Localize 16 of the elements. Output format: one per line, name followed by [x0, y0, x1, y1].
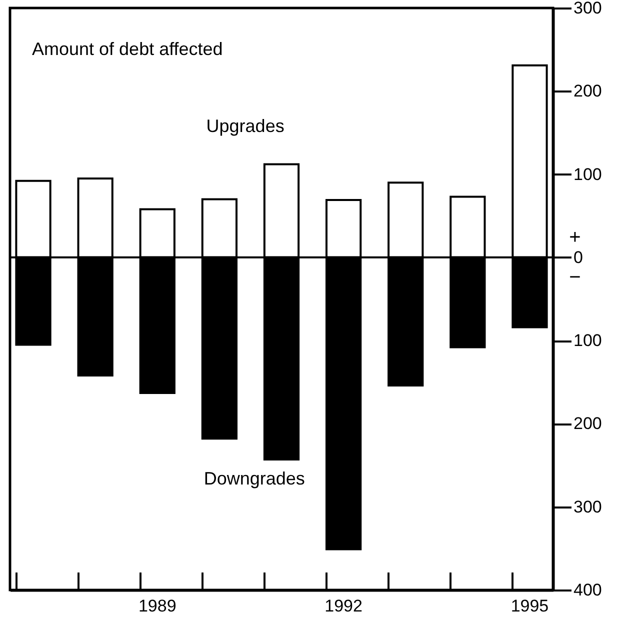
- series-label: Upgrades: [206, 116, 284, 136]
- text: +: [569, 226, 581, 248]
- y-tick-label: 0: [574, 248, 583, 267]
- y-tick-label: 200: [574, 82, 602, 101]
- y-tick-label: 100: [574, 331, 602, 350]
- x-tick-label: 1992: [324, 596, 362, 616]
- x-tick-label: 1995: [510, 596, 549, 616]
- y-tick-label: 400: [574, 580, 602, 600]
- y-tick-label: 100: [574, 164, 602, 184]
- text: Amount of debt affected: [32, 39, 223, 59]
- y-tick-label: 200: [574, 414, 602, 434]
- series-label: Downgrades: [204, 468, 305, 488]
- y-tick-label: 300: [574, 497, 602, 516]
- x-tick-label: 1989: [138, 596, 176, 616]
- text: −: [569, 266, 581, 288]
- y-tick-label: 300: [574, 0, 602, 18]
